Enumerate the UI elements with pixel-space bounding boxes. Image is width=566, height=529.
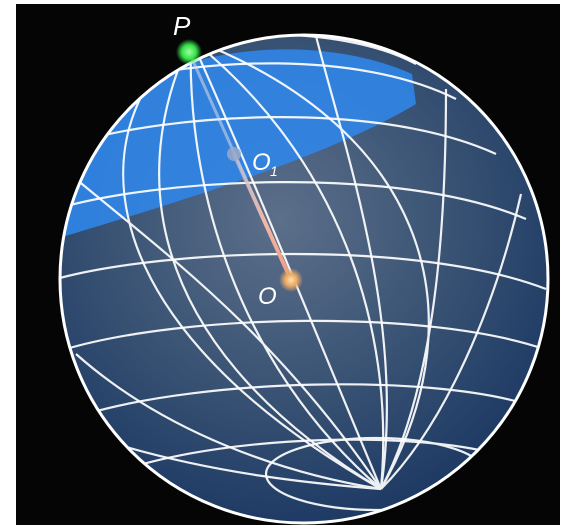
latitude-6: [65, 319, 545, 351]
sphere-outline: [58, 33, 550, 525]
meridian-12: [75, 353, 382, 491]
longitude-lines: [75, 35, 523, 491]
point-o-marker: [279, 268, 303, 292]
meridian-9: [380, 88, 448, 490]
label-o1-subscript: 1: [270, 163, 278, 179]
point-o1-marker: [227, 147, 241, 161]
label-o: O: [258, 283, 277, 310]
segment-o1-o: [232, 153, 293, 281]
meridian-10: [380, 193, 523, 490]
label-p: P: [173, 11, 191, 41]
meridian-3: [189, 38, 383, 490]
meridian-8: [314, 35, 388, 490]
meridian-1: [158, 38, 382, 490]
figure-panel: P O 1 O: [16, 4, 560, 525]
latitude-5: [60, 252, 547, 291]
latitude-4: [60, 181, 527, 221]
point-p-marker: [176, 39, 202, 65]
sphere-diagram: P O 1 O: [58, 11, 550, 525]
latitude-3: [70, 116, 497, 156]
meridian-11: [115, 442, 382, 491]
meridian-4: [190, 38, 385, 490]
meridian-2: [189, 38, 382, 490]
meridian-7: [75, 178, 382, 490]
latitude-8: [125, 438, 497, 471]
label-o1: O: [252, 149, 271, 176]
meridian-5: [190, 37, 430, 490]
